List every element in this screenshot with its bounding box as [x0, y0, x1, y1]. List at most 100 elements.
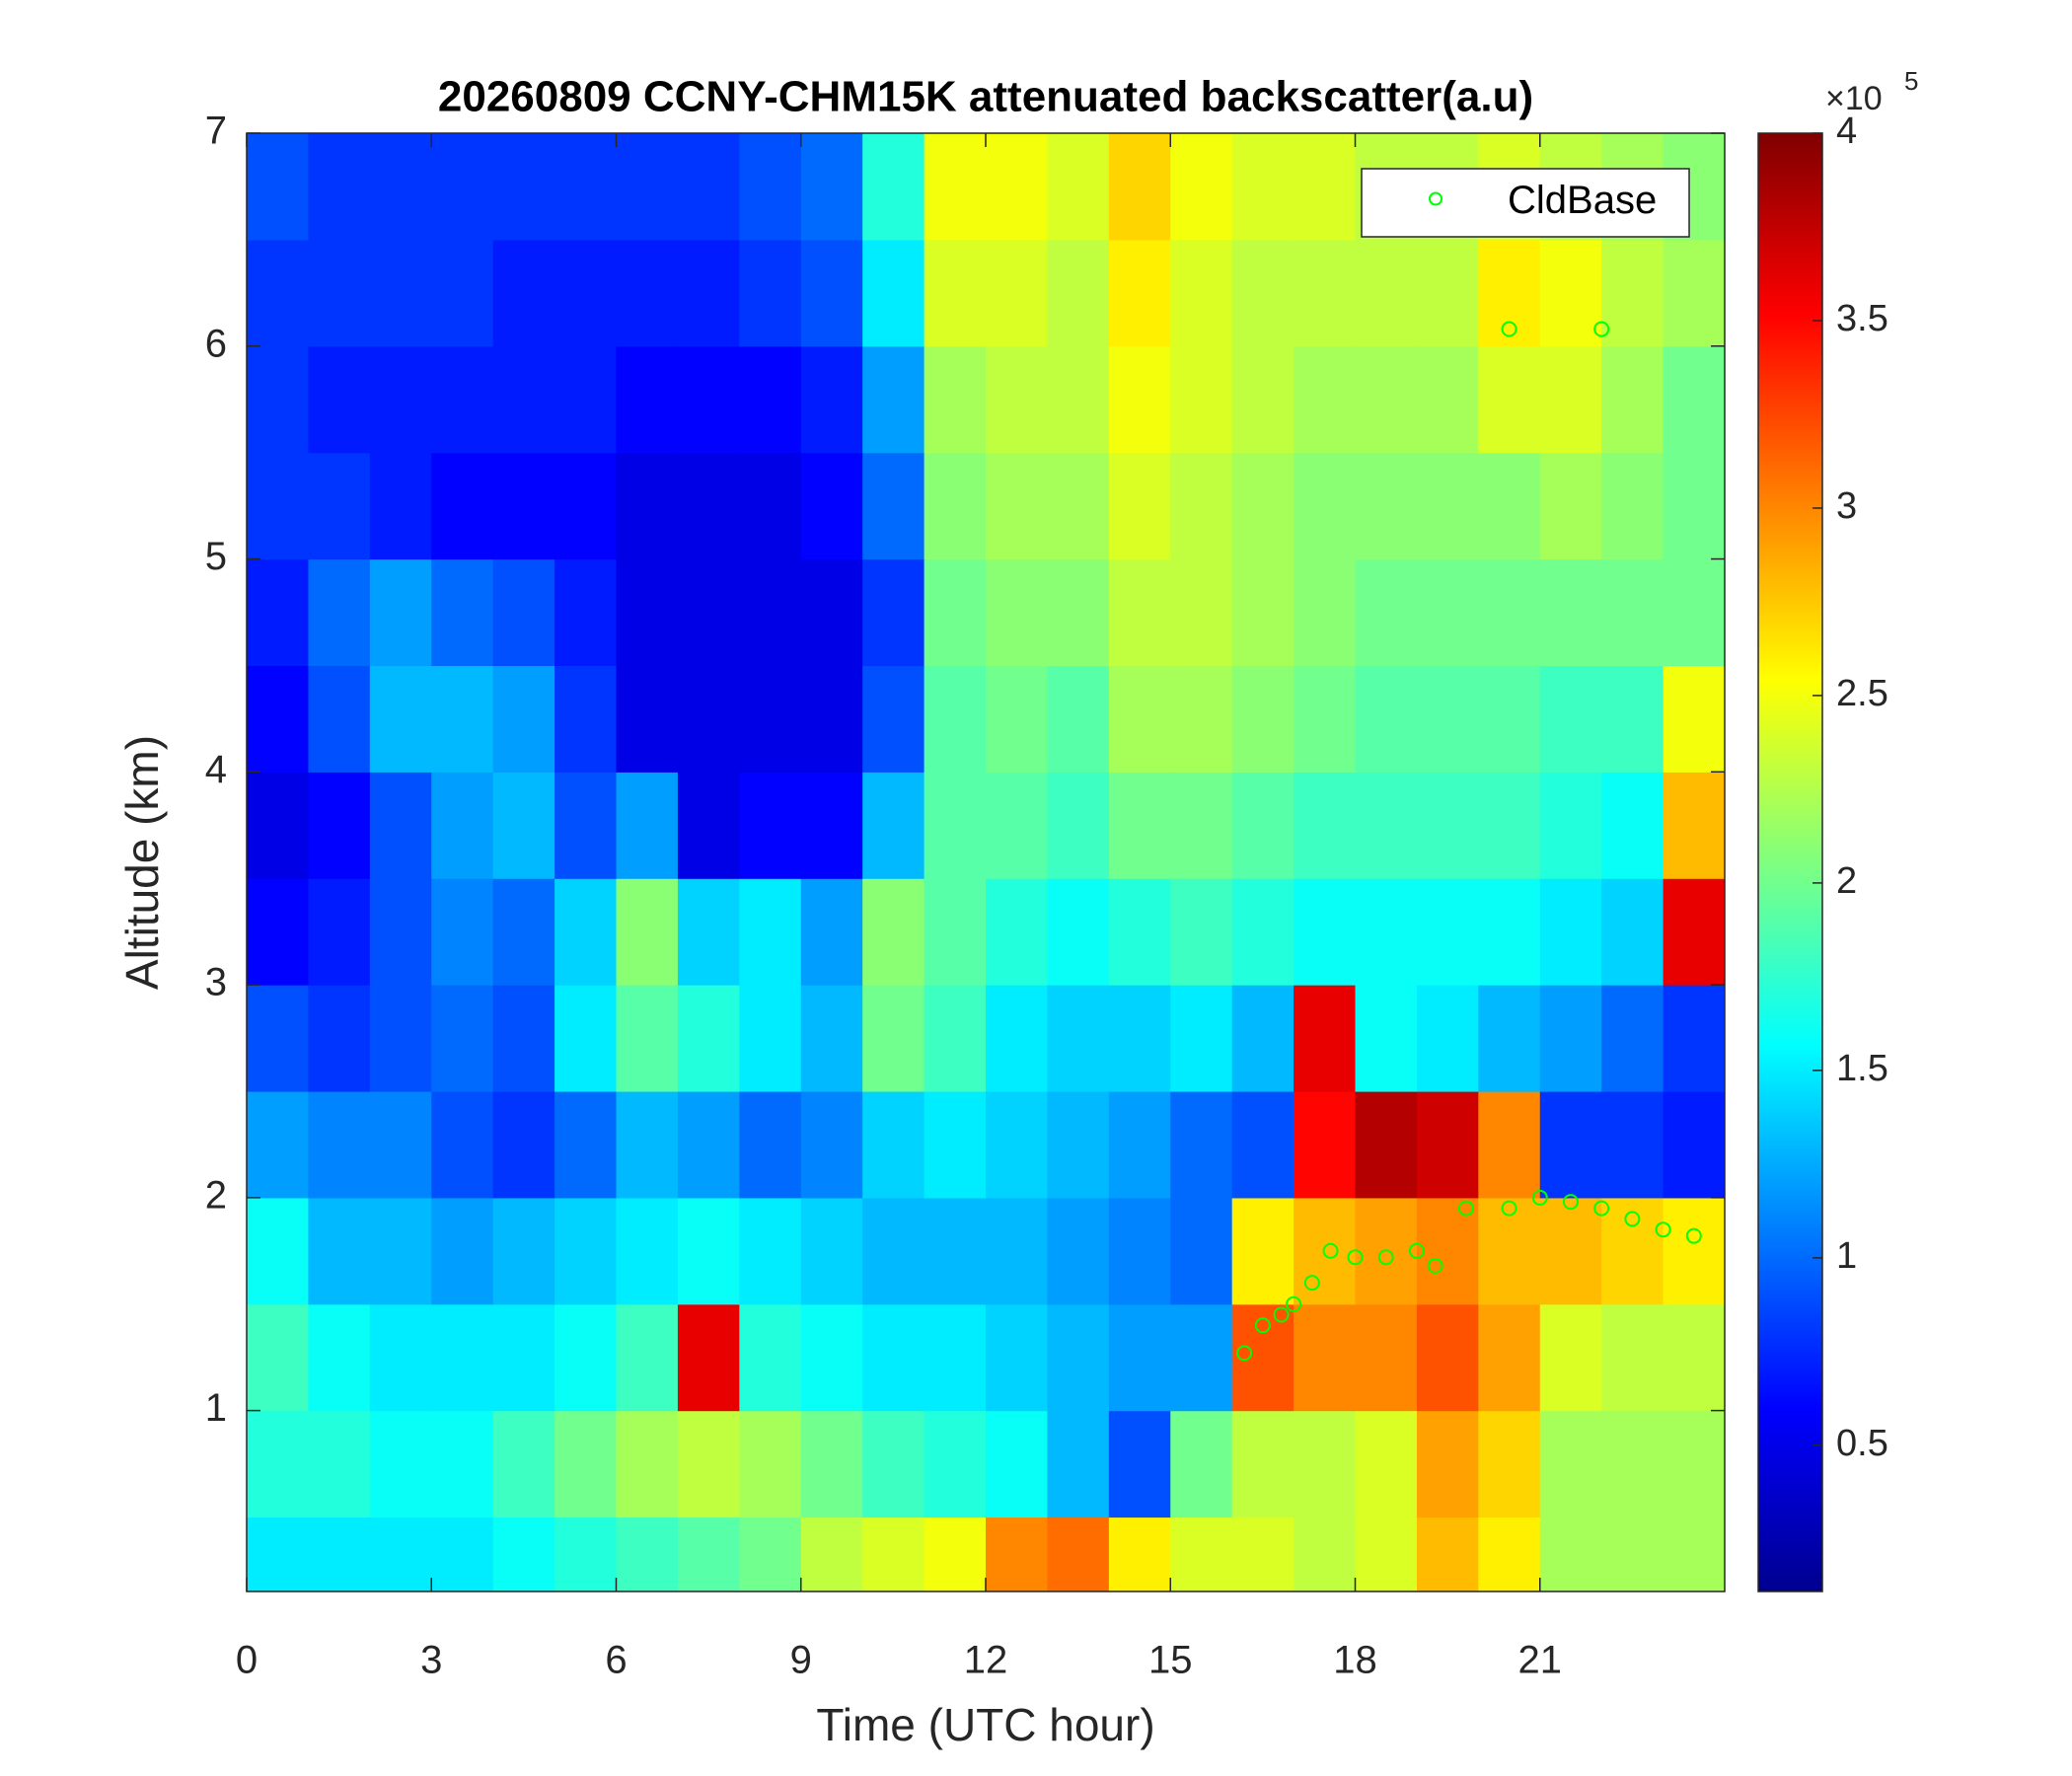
- heatmap-cell: [492, 665, 555, 773]
- heatmap-cell: [1663, 665, 1725, 773]
- heatmap-cell: [308, 558, 371, 667]
- heatmap-cell: [1231, 452, 1295, 560]
- heatmap-cell: [369, 1303, 432, 1412]
- heatmap-cell: [1355, 1303, 1418, 1412]
- heatmap-cell: [677, 665, 740, 773]
- heatmap-cell: [1355, 239, 1418, 347]
- heatmap-cell: [555, 345, 618, 454]
- cloud-base-point: [1501, 1200, 1517, 1217]
- heatmap-cell: [1170, 665, 1233, 773]
- cloud-base-point: [1286, 1295, 1302, 1312]
- heatmap-cell: [677, 345, 740, 454]
- colorbar-tick-label: 0.5: [1836, 1423, 1888, 1464]
- colorbar-tick-label: 2: [1836, 860, 1857, 902]
- heatmap-cell: [308, 1517, 371, 1591]
- heatmap-cell: [800, 345, 863, 454]
- heatmap-cell: [677, 772, 740, 879]
- heatmap-cell: [431, 1090, 494, 1199]
- heatmap-cell: [1047, 133, 1110, 241]
- x-axis-label: Time (UTC hour): [816, 1699, 1154, 1750]
- heatmap-cell: [1663, 1303, 1725, 1412]
- heatmap-cell: [1231, 239, 1295, 347]
- heatmap-cell: [308, 239, 371, 347]
- heatmap-cell: [800, 985, 863, 1092]
- heatmap-cell: [1170, 345, 1233, 454]
- heatmap-cell: [1601, 665, 1665, 773]
- heatmap-cell: [924, 452, 987, 560]
- heatmap-cell: [247, 452, 310, 560]
- heatmap-cell: [862, 772, 925, 879]
- heatmap-cell: [800, 239, 863, 347]
- cloud-base-point: [1531, 1189, 1548, 1206]
- heatmap-cell: [1047, 239, 1110, 347]
- heatmap-cell: [800, 133, 863, 241]
- heatmap-cell: [247, 133, 310, 241]
- cloud-base-point: [1593, 1200, 1610, 1217]
- heatmap-cell: [492, 558, 555, 667]
- heatmap-cell: [431, 558, 494, 667]
- cloud-base-point: [1303, 1275, 1320, 1292]
- heatmap-cell: [308, 772, 371, 879]
- heatmap-cell: [1047, 558, 1110, 667]
- heatmap-cell: [492, 878, 555, 986]
- heatmap-cell: [924, 1090, 987, 1199]
- heatmap-cell: [1231, 665, 1295, 773]
- legend-marker: [1429, 191, 1443, 206]
- heatmap-cell: [247, 1303, 310, 1412]
- heatmap-cell: [739, 1410, 802, 1518]
- x-tick-label: 3: [420, 1639, 442, 1682]
- heatmap-cell: [1539, 239, 1602, 347]
- heatmap-cell: [1601, 1410, 1665, 1518]
- heatmap-cell: [986, 1090, 1049, 1199]
- heatmap-cell: [247, 239, 310, 347]
- heatmap-cell: [986, 452, 1049, 560]
- x-tick-label: 21: [1518, 1639, 1563, 1682]
- heatmap-cell: [800, 1410, 863, 1518]
- heatmap-cell: [677, 985, 740, 1092]
- y-tick-label: 3: [205, 961, 227, 1004]
- heatmap-cell: [308, 1303, 371, 1412]
- heatmap-cell: [1355, 878, 1418, 986]
- heatmap-cell: [1047, 1303, 1110, 1412]
- cloud-base-point: [1457, 1200, 1474, 1217]
- heatmap-cell: [1231, 772, 1295, 879]
- heatmap-cell: [369, 985, 432, 1092]
- heatmap-cell: [431, 452, 494, 560]
- heatmap-cell: [369, 1197, 432, 1305]
- heatmap-cell: [986, 345, 1049, 454]
- heatmap-cell: [739, 1090, 802, 1199]
- heatmap-cell: [1231, 558, 1295, 667]
- heatmap-cell: [739, 1517, 802, 1591]
- heatmap-cell: [1108, 665, 1171, 773]
- heatmap-cell: [1108, 1090, 1171, 1199]
- heatmap-cell: [1663, 1410, 1725, 1518]
- heatmap-cell: [1047, 1410, 1110, 1518]
- heatmap-cell: [1478, 665, 1541, 773]
- heatmap-cell: [1601, 772, 1665, 879]
- heatmap-cell: [1294, 1517, 1357, 1591]
- heatmap-cell: [431, 239, 494, 347]
- heatmap-cell: [1539, 452, 1602, 560]
- heatmap-cell: [1355, 452, 1418, 560]
- heatmap-cell: [1047, 1197, 1110, 1305]
- heatmap-cell: [431, 985, 494, 1092]
- heatmap-cell: [555, 1303, 618, 1412]
- heatmap-cell: [924, 133, 987, 241]
- heatmap-cell: [431, 1303, 494, 1412]
- heatmap-cell: [739, 239, 802, 347]
- heatmap-cell: [308, 1410, 371, 1518]
- cloud-base-point: [1562, 1194, 1579, 1211]
- heatmap-cell: [1170, 452, 1233, 560]
- heatmap-cell: [862, 1410, 925, 1518]
- heatmap-cell: [1663, 985, 1725, 1092]
- heatmap-cell: [1170, 239, 1233, 347]
- colorbar: [1757, 132, 1823, 1592]
- y-tick-label: 5: [205, 535, 227, 578]
- heatmap-cell: [1170, 878, 1233, 986]
- heatmap-cell: [1539, 1197, 1602, 1305]
- heatmap-cell: [800, 772, 863, 879]
- heatmap-cell: [1108, 1517, 1171, 1591]
- heatmap-cell: [1478, 345, 1541, 454]
- heatmap-cell: [1108, 452, 1171, 560]
